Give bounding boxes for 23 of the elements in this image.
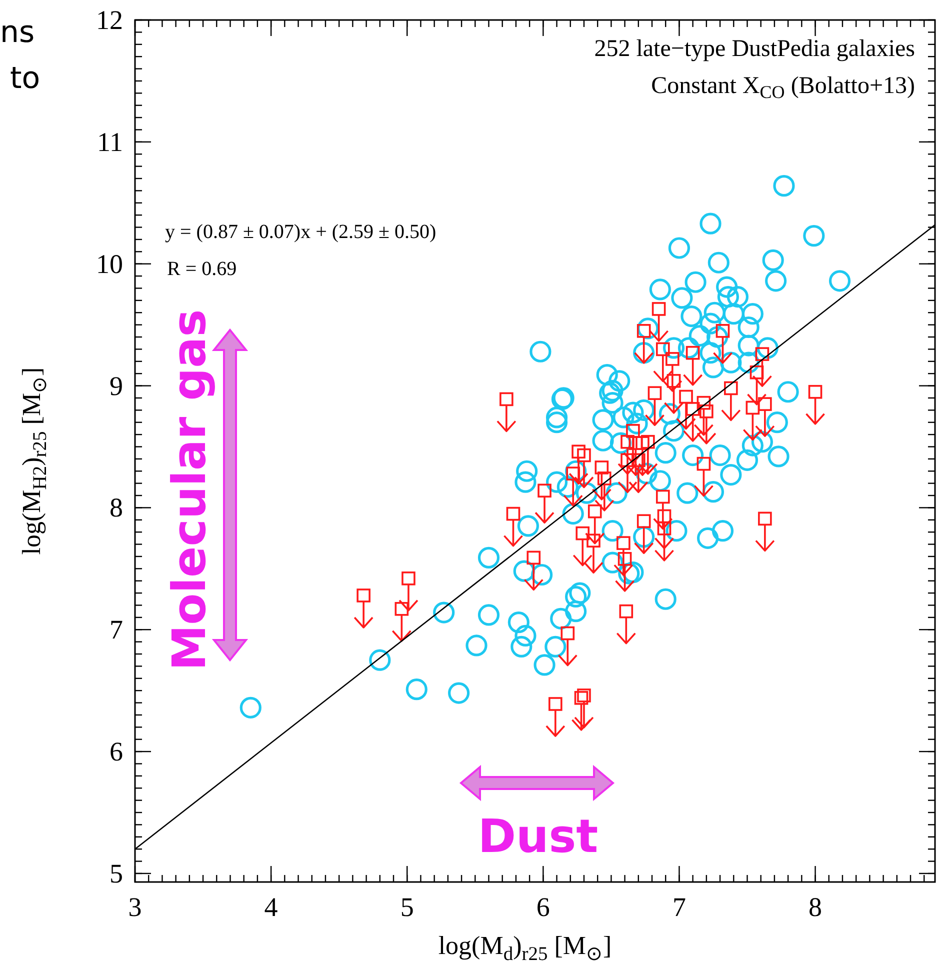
x-tick-label: 8 bbox=[808, 892, 822, 922]
y-tick-label: 6 bbox=[110, 736, 123, 767]
x-tick-label: 5 bbox=[400, 892, 414, 922]
text: to bbox=[10, 61, 40, 96]
x-tick-label: 7 bbox=[672, 892, 686, 922]
x-tick-label: 3 bbox=[128, 892, 142, 922]
y-tick-label: 7 bbox=[110, 614, 123, 645]
y-tick-label: 5 bbox=[110, 858, 123, 888]
x-tick-label: 4 bbox=[264, 892, 278, 922]
annotation: Dust bbox=[478, 809, 598, 863]
annotation: y = (0.87 ± 0.07)x + (2.59 ± 0.50) bbox=[165, 221, 436, 243]
y-tick-label: 11 bbox=[97, 126, 123, 157]
annotation: Molecular gas bbox=[162, 309, 216, 671]
annotation: Constant X$_{CO}$ (Bolatto+13) bbox=[651, 73, 915, 102]
x-tick-label: 6 bbox=[536, 892, 550, 922]
x-axis-title: log(M$_{d}$)$_{r25}$ [M$_{⊙}$] bbox=[438, 931, 612, 965]
text: ns bbox=[0, 15, 35, 50]
y-tick-label: 9 bbox=[110, 370, 123, 401]
annotation: 252 late−type DustPedia galaxies bbox=[594, 36, 915, 62]
y-tick-label: 8 bbox=[110, 492, 123, 523]
y-tick-label: 12 bbox=[96, 5, 123, 35]
y-tick-label: 10 bbox=[96, 248, 123, 279]
annotation: R = 0.69 bbox=[167, 258, 237, 280]
